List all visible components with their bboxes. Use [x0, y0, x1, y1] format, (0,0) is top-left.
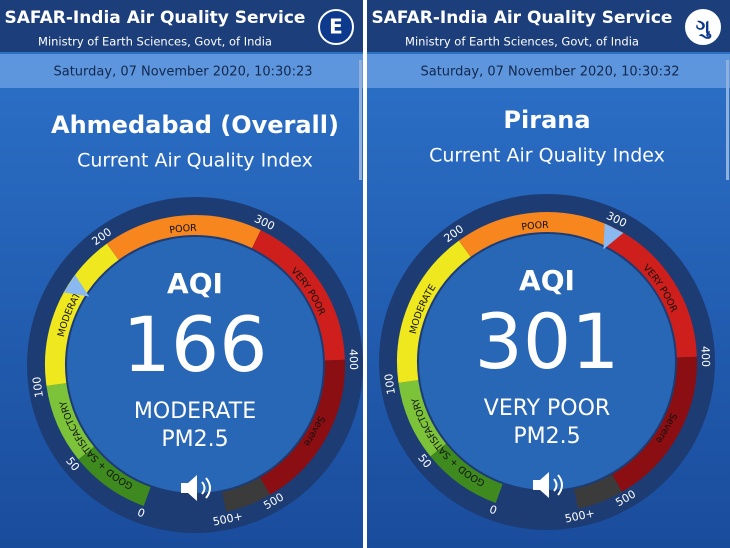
gauge-band-arc: [430, 443, 503, 503]
gauge-band-arc: [251, 230, 345, 361]
badge-text: E: [329, 15, 343, 39]
aqi-category: VERY POOR: [484, 396, 610, 421]
aqi-pointer: [63, 274, 90, 297]
gauge-band-arc: [573, 474, 622, 509]
subtitle: Current Air Quality Index: [429, 145, 665, 167]
pollutant: PM2.5: [161, 427, 228, 452]
badge-text: ગુ: [696, 15, 712, 39]
gauge-band-arc: [106, 215, 261, 260]
scale-label: 0: [488, 503, 499, 518]
scrollbar: [359, 60, 362, 180]
gauge-band-arc: [45, 243, 119, 386]
gauge-inner: [419, 234, 675, 490]
scale-label: 0: [136, 506, 147, 521]
scale-label: 400: [699, 346, 713, 367]
speaker-icon: [181, 475, 197, 501]
aqi-value: 301: [474, 297, 619, 386]
speaker-button[interactable]: [533, 472, 563, 498]
app-panel: SAFAR-India Air Quality Service Ministry …: [0, 0, 363, 548]
datetime: Saturday, 07 November 2020, 10:30:23: [53, 65, 312, 80]
aqi-label: AQI: [519, 264, 575, 297]
location: Ahmedabad (Overall): [51, 111, 339, 139]
location: Pirana: [503, 106, 590, 134]
header-subtitle: Ministry of Earth Sciences, Govt, of Ind…: [38, 35, 272, 49]
gauge-band-arc: [397, 240, 471, 383]
scale-label: 500+: [564, 507, 596, 526]
scale-label: 100: [30, 376, 46, 399]
scrollbar: [726, 60, 729, 180]
gauge-inner: [67, 237, 323, 493]
scale-label: 400: [347, 349, 361, 370]
datetime: Saturday, 07 November 2020, 10:30:32: [420, 65, 679, 80]
pollutant: PM2.5: [513, 424, 580, 449]
speaker-icon: [533, 472, 549, 498]
aqi-value: 166: [122, 300, 267, 389]
gauge-band-arc: [398, 379, 447, 457]
date-bar: [367, 54, 730, 88]
aqi-pointer: [603, 223, 624, 250]
gauge-band-arc: [603, 227, 697, 358]
header-bar: [367, 0, 730, 52]
badge-circle: [318, 9, 354, 45]
gauge-band-arc: [611, 356, 697, 492]
aqi-label: AQI: [167, 267, 223, 300]
header-bar: [0, 0, 363, 52]
gauge-band-arc: [78, 446, 151, 506]
date-bar: [0, 54, 363, 88]
gauge-band-arc: [221, 477, 270, 512]
speaker-waves: [201, 477, 211, 499]
speaker-button[interactable]: [181, 475, 211, 501]
gauge-band-arc: [259, 359, 345, 495]
gauge-band-arc: [458, 212, 613, 257]
header-title: SAFAR-India Air Quality Service: [372, 8, 673, 28]
badge-circle: [685, 9, 721, 45]
gauge-band-arc: [46, 382, 95, 460]
scale-label: 500+: [212, 510, 244, 529]
header-subtitle: Ministry of Earth Sciences, Govt, of Ind…: [405, 35, 639, 49]
subtitle: Current Air Quality Index: [77, 150, 313, 172]
header-title: SAFAR-India Air Quality Service: [5, 8, 306, 28]
app-panel: SAFAR-India Air Quality Service Ministry …: [367, 0, 730, 548]
aqi-category: MODERATE: [134, 399, 256, 424]
speaker-waves: [553, 474, 563, 496]
scale-label: 100: [382, 373, 398, 396]
